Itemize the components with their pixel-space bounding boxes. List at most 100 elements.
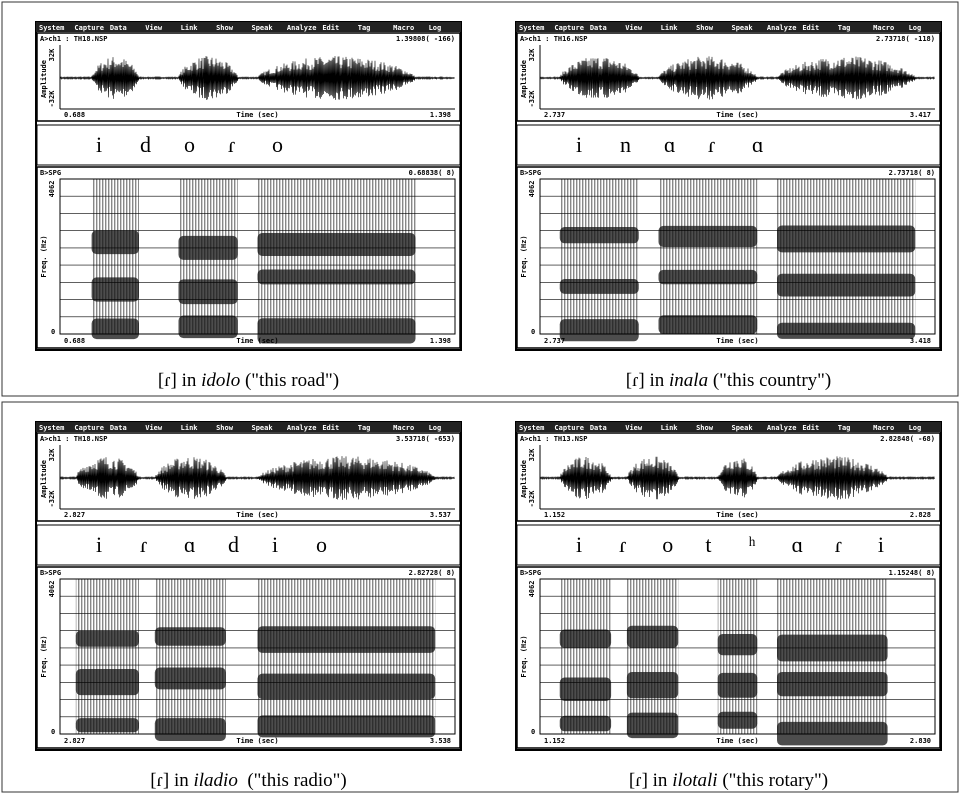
y-axis-label: Freq. (Hz) xyxy=(40,635,48,677)
menu-item: Analyze xyxy=(767,424,797,432)
formant-band xyxy=(92,277,139,301)
menu-item: Analyze xyxy=(767,24,797,32)
menu-item: Tag xyxy=(838,424,851,432)
menu-item: View xyxy=(625,24,643,32)
voiced-striation xyxy=(155,579,226,734)
phone-label: ɾ xyxy=(708,132,715,157)
y-tick-label: 4062 xyxy=(48,181,56,198)
menu-item: Tag xyxy=(358,24,371,32)
formant-band xyxy=(155,668,226,690)
caption-word: inala xyxy=(669,370,708,391)
caption-word: iladio xyxy=(194,770,238,791)
menu-item: Link xyxy=(181,24,199,32)
voiced-striation xyxy=(92,179,139,334)
formant-band xyxy=(179,279,238,304)
menu-item: Tag xyxy=(838,24,851,32)
menu-item: Edit xyxy=(322,424,339,432)
x-axis-label: Time (sec) xyxy=(716,737,758,745)
waveform-cursor: 3.53718( -653) xyxy=(396,435,455,443)
caption-text: ("this rotary") xyxy=(718,770,828,791)
y-tick-label: 32K xyxy=(48,448,56,461)
menu-item: System xyxy=(39,424,64,432)
formant-band xyxy=(560,716,611,732)
formant-band xyxy=(560,279,639,294)
caption-text: [ɾ] in xyxy=(629,770,672,791)
x-axis-label: Time (sec) xyxy=(236,511,278,519)
voiced-striation xyxy=(258,179,416,334)
menu-item: System xyxy=(519,424,544,432)
menu-item: Capture xyxy=(554,24,584,32)
menu-item: Capture xyxy=(74,424,104,432)
x-tick-label: 2.828 xyxy=(910,511,931,519)
y-tick-label: 4062 xyxy=(48,581,56,598)
y-axis-label: Amplitude xyxy=(40,460,48,498)
csl-screenshot: System Capture Data View Link Show Speak Analyz… xyxy=(516,22,941,391)
voiced-striation xyxy=(659,179,758,334)
waveform-cursor: 1.39808( -166) xyxy=(396,35,455,43)
y-tick-label: 0 xyxy=(531,328,535,336)
formant-band xyxy=(777,226,915,253)
waveform-cursor: 2.73718( -118) xyxy=(876,35,935,43)
formant-band xyxy=(92,319,139,340)
x-tick-label: 1.152 xyxy=(544,737,565,745)
y-axis-label: Amplitude xyxy=(520,460,528,498)
menu-item: Macro xyxy=(393,424,414,432)
x-tick-label: 3.417 xyxy=(910,111,931,119)
x-tick-label: 1.398 xyxy=(430,337,451,345)
formant-band xyxy=(258,626,436,653)
menu-item: Analyze xyxy=(287,424,317,432)
figure: System Capture Data View Link Show Speak Analyz… xyxy=(0,0,960,794)
menu-item: System xyxy=(519,24,544,32)
phone-label: d xyxy=(228,532,239,557)
x-tick-label: 2.737 xyxy=(544,337,565,345)
phone-label: i xyxy=(272,532,278,557)
waveform-cursor: 2.82848( -68) xyxy=(880,435,935,443)
waveform-file: A>ch1 : TH18.NSP xyxy=(40,35,107,43)
menu-item: Data xyxy=(590,24,607,32)
menu-item: Macro xyxy=(873,424,894,432)
menu-item: Speak xyxy=(732,24,754,32)
menu-item: Show xyxy=(696,24,714,32)
menu-item: Log xyxy=(429,24,442,32)
spectrogram-file: B>SPG xyxy=(520,169,541,177)
menu-item: Edit xyxy=(322,24,339,32)
menu-item: Capture xyxy=(554,424,584,432)
waveform-file: A>ch1 : TH16.NSP xyxy=(520,35,587,43)
menu-item: Show xyxy=(696,424,714,432)
x-tick-label: 3.418 xyxy=(910,337,931,345)
menu-item: Macro xyxy=(873,24,894,32)
formant-band xyxy=(258,233,416,256)
formant-band xyxy=(258,318,416,343)
caption: [ɾ] in iladio ("this radio") xyxy=(150,770,347,791)
menu-item: Data xyxy=(590,424,607,432)
menu-item: Edit xyxy=(802,24,819,32)
caption-word: idolo xyxy=(201,370,240,391)
formant-band xyxy=(179,316,238,339)
caption-text: [ɾ] in xyxy=(150,770,193,791)
menu-item: Link xyxy=(661,24,679,32)
x-tick-label: 1.398 xyxy=(430,111,451,119)
formant-band xyxy=(718,634,758,655)
phone-label: i xyxy=(96,532,102,557)
caption-text: [ɾ] in xyxy=(626,370,669,391)
menu-item: Speak xyxy=(252,24,274,32)
y-axis-label: Freq. (Hz) xyxy=(520,235,528,277)
y-axis-label: Freq. (Hz) xyxy=(40,235,48,277)
menu-item: Log xyxy=(909,24,922,32)
phone-label: n xyxy=(620,132,631,157)
caption-text: [ɾ] in xyxy=(158,370,201,391)
menu-item: Log xyxy=(909,424,922,432)
menu-item: Macro xyxy=(393,24,414,32)
phone-label: o xyxy=(316,532,327,557)
menu-item: Show xyxy=(216,424,234,432)
y-tick-label: 32K xyxy=(48,48,56,61)
formant-band xyxy=(560,227,639,243)
formant-band xyxy=(560,629,611,647)
caption: [ɾ] in idolo ("this road") xyxy=(158,370,339,391)
caption-word: ilotali xyxy=(672,770,717,791)
y-tick-label: 32K xyxy=(528,48,536,61)
caption: [ɾ] in ilotali ("this rotary") xyxy=(629,770,828,791)
menu-item: Speak xyxy=(252,424,274,432)
y-tick-label: 4062 xyxy=(528,581,536,598)
